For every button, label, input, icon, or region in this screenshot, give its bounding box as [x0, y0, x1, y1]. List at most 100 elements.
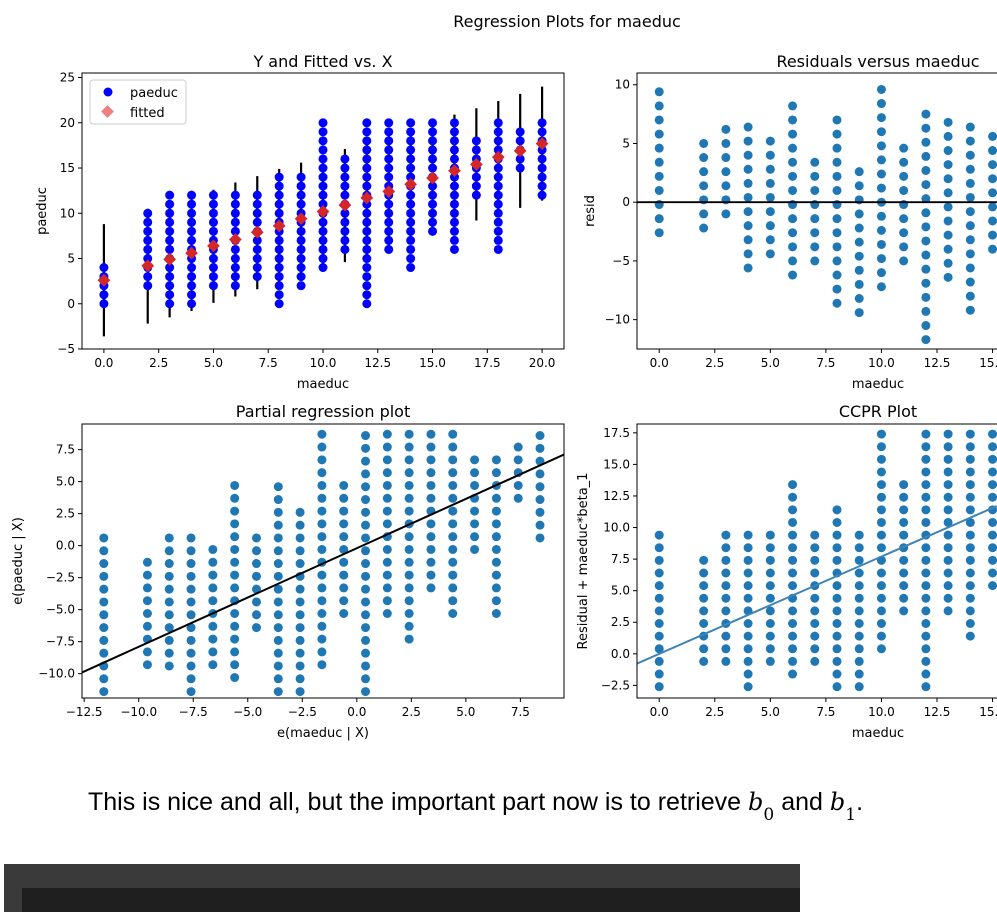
data-point [406, 235, 416, 245]
data-point [143, 226, 153, 236]
data-point [921, 505, 931, 515]
data-point [143, 208, 153, 218]
x-tick-label: 17.5 [474, 356, 501, 370]
data-point [788, 270, 798, 280]
data-point [765, 656, 775, 666]
data-point [187, 235, 197, 245]
data-point [921, 619, 931, 629]
data-point [404, 455, 414, 465]
data-point [186, 674, 196, 684]
data-point [965, 505, 975, 515]
data-point [142, 596, 152, 606]
data-point [943, 517, 953, 527]
data-point [788, 530, 798, 540]
data-point [854, 293, 864, 303]
data-point [449, 208, 459, 218]
data-point [788, 185, 798, 195]
data-point [743, 543, 753, 553]
data-point [406, 118, 416, 128]
data-point [654, 143, 664, 153]
data-point [317, 532, 327, 542]
data-point [317, 468, 327, 478]
data-point [340, 217, 350, 227]
data-point [318, 127, 328, 137]
data-point [361, 623, 371, 633]
data-point [318, 217, 328, 227]
data-point [361, 533, 371, 543]
data-point [832, 115, 842, 125]
data-point [143, 217, 153, 227]
x-tick-label: 10.0 [310, 356, 337, 370]
data-point [493, 172, 503, 182]
axes-frame-residuals [636, 72, 997, 350]
data-point [921, 321, 931, 331]
data-point [471, 172, 481, 182]
data-point [339, 557, 349, 567]
data-point [899, 256, 909, 266]
data-point [943, 146, 953, 156]
data-point [876, 442, 886, 452]
data-point [252, 263, 262, 273]
data-point [921, 631, 931, 641]
data-point [721, 581, 731, 591]
data-point [384, 145, 394, 155]
data-point [448, 532, 458, 542]
data-point [252, 244, 262, 254]
x-tick-label: 12.5 [924, 356, 951, 370]
data-point [854, 543, 864, 553]
data-point [317, 455, 327, 465]
data-point [340, 172, 350, 182]
data-point [208, 660, 218, 670]
data-point [448, 583, 458, 593]
data-point [99, 290, 109, 300]
data-point [273, 507, 283, 517]
data-point [99, 635, 109, 645]
data-point [721, 181, 731, 191]
data-point [428, 154, 438, 164]
data-point [317, 519, 327, 529]
data-point [362, 118, 372, 128]
data-point [426, 570, 436, 580]
x-tick-label: 10.0 [868, 705, 895, 719]
data-point [810, 185, 820, 195]
y-tick-label: 12.5 [603, 489, 630, 503]
data-point [361, 661, 371, 671]
data-point [230, 254, 240, 264]
data-point [965, 581, 975, 591]
data-point [165, 272, 175, 282]
data-point [404, 442, 414, 452]
panel-partial-regression: Partial regression plot e(maeduc | X) e(… [11, 402, 565, 741]
axes-frame-ccpr [636, 423, 997, 699]
y-tick-label: 7.5 [611, 552, 630, 566]
data-point [448, 506, 458, 516]
data-point [426, 468, 436, 478]
data-point [274, 235, 284, 245]
data-point [535, 443, 545, 453]
data-point [230, 244, 240, 254]
fitted-marker [272, 219, 286, 233]
y-tick-label: 20 [60, 116, 75, 130]
data-point [654, 568, 664, 578]
data-point [230, 199, 240, 209]
data-point [449, 118, 459, 128]
x-tick-label: −10.0 [120, 705, 157, 719]
data-point [810, 619, 820, 629]
data-point [406, 217, 416, 227]
x-tick-label: −2.5 [288, 705, 317, 719]
data-point [832, 214, 842, 224]
data-point [339, 506, 349, 516]
data-point [295, 584, 305, 594]
data-point [743, 207, 753, 217]
data-point [230, 532, 240, 542]
data-point [965, 277, 975, 287]
data-point [876, 169, 886, 179]
data-point [362, 254, 372, 264]
data-point [988, 442, 997, 452]
data-point [448, 455, 458, 465]
data-point [449, 181, 459, 191]
data-point [943, 505, 953, 515]
data-point [252, 235, 262, 245]
code-cell-input[interactable] [22, 888, 800, 912]
data-point [230, 190, 240, 200]
data-point [382, 493, 392, 503]
